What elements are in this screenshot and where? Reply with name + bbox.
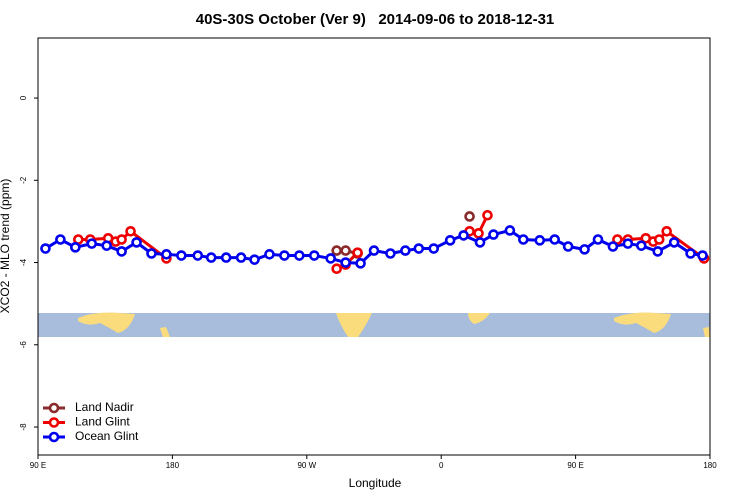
data-point xyxy=(653,234,665,245)
data-point xyxy=(205,252,217,263)
series-line xyxy=(78,214,705,271)
y-tick-label: -8 xyxy=(19,423,28,431)
data-point xyxy=(325,253,336,264)
data-point xyxy=(55,234,66,245)
data-point xyxy=(549,234,560,245)
data-point xyxy=(592,234,604,245)
y-axis-label: XCO2 - MLO trend (ppm) xyxy=(0,179,12,314)
data-point xyxy=(482,209,493,221)
data-point xyxy=(294,250,305,261)
data-point xyxy=(661,225,672,237)
data-point xyxy=(146,248,157,259)
data-point xyxy=(636,240,647,251)
legend-marker xyxy=(48,417,60,428)
chart-title: 40S-30S October (Ver 9) 2014-09-06 to 20… xyxy=(196,11,555,28)
data-point xyxy=(697,250,708,261)
data-point xyxy=(474,237,486,248)
x-tick-label: 90 E xyxy=(30,461,46,470)
data-point xyxy=(116,246,127,257)
data-point xyxy=(668,237,680,248)
data-point xyxy=(192,250,204,261)
data-point xyxy=(352,247,363,258)
data-point xyxy=(400,245,411,256)
data-point xyxy=(249,254,260,265)
data-point xyxy=(161,249,172,260)
y-tick-label: 0 xyxy=(19,95,28,100)
data-point xyxy=(340,245,351,256)
data-point xyxy=(473,228,484,239)
data-point xyxy=(652,246,664,257)
data-point xyxy=(458,230,469,241)
data-point xyxy=(464,211,475,222)
data-point xyxy=(86,238,98,249)
data-point xyxy=(488,229,499,240)
map-strip xyxy=(38,312,710,337)
y-tick-label: -2 xyxy=(19,176,28,184)
x-tick-label: 180 xyxy=(703,461,717,470)
data-point xyxy=(340,257,351,268)
data-point xyxy=(331,245,342,256)
data-point xyxy=(308,250,320,261)
data-point xyxy=(264,249,275,260)
data-point xyxy=(444,235,456,246)
x-tick-label: 0 xyxy=(439,461,444,470)
legend-marker xyxy=(48,431,60,443)
x-tick-label: 90 E xyxy=(567,461,583,470)
data-point xyxy=(368,245,380,256)
data-point xyxy=(518,234,529,245)
data-point xyxy=(534,235,546,246)
data-point xyxy=(235,252,247,263)
x-axis-label: Longitude xyxy=(349,476,402,490)
y-tick-label: -4 xyxy=(19,258,28,266)
data-point xyxy=(125,225,136,237)
data-point xyxy=(428,243,440,254)
legend-label: Land Nadir xyxy=(75,400,134,414)
data-point xyxy=(355,258,366,269)
plot-frame xyxy=(37,37,711,456)
x-tick-label: 180 xyxy=(166,461,180,470)
data-point xyxy=(385,248,396,259)
data-point xyxy=(40,243,51,254)
y-tick-label: -6 xyxy=(19,341,28,349)
data-point xyxy=(579,244,590,255)
data-point xyxy=(220,252,232,263)
data-point xyxy=(331,263,342,275)
legend-marker xyxy=(48,402,60,414)
data-point xyxy=(131,237,142,248)
data-point xyxy=(504,225,516,236)
data-point xyxy=(70,242,81,253)
data-point xyxy=(562,241,574,252)
data-point xyxy=(279,250,290,261)
data-point xyxy=(612,234,623,245)
data-point xyxy=(413,243,425,254)
data-point xyxy=(116,234,127,245)
data-point xyxy=(176,250,187,261)
legend-label: Land Glint xyxy=(75,415,130,429)
legend-label: Ocean Glint xyxy=(75,429,139,443)
data-point xyxy=(622,238,634,249)
x-tick-label: 90 W xyxy=(297,461,316,470)
data-point xyxy=(607,241,619,252)
data-point xyxy=(101,240,112,251)
data-point xyxy=(685,248,696,259)
